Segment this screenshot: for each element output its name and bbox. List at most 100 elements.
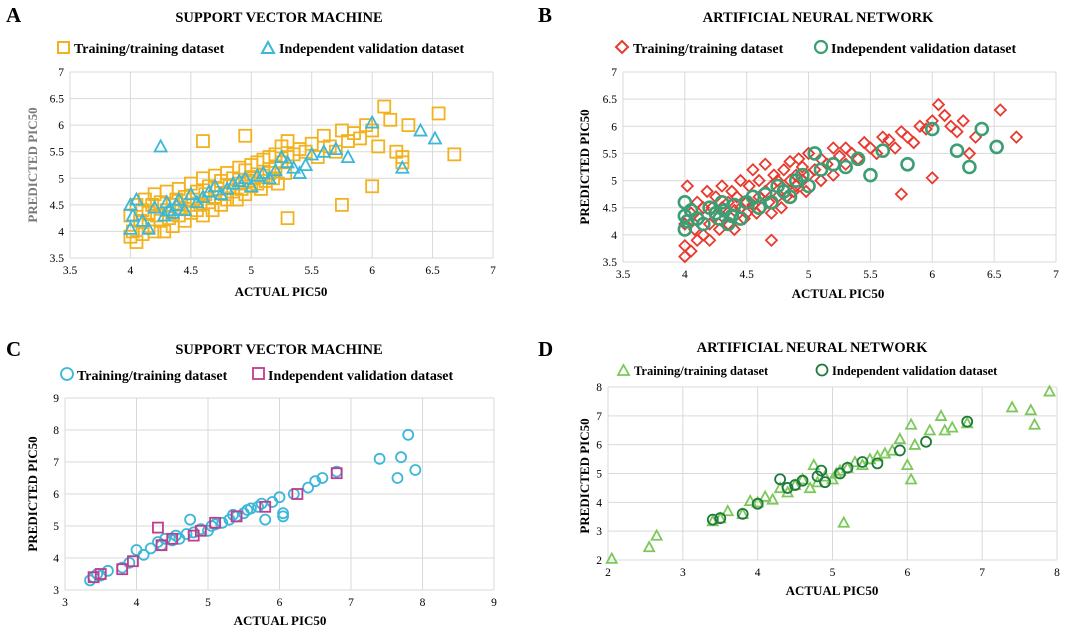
data-point <box>280 134 295 148</box>
y-tick-label: 4 <box>611 230 617 242</box>
legend: Training/training dataset Independent va… <box>614 39 1016 57</box>
data-point <box>273 149 290 164</box>
y-axis-label: PREDICTED PIC50 <box>577 418 592 533</box>
data-point <box>796 474 809 487</box>
chart-d: D ARTIFICIAL NEURAL NETWORK Training/tra… <box>538 337 1060 598</box>
data-point <box>751 497 764 510</box>
legend-label-training: Training/training dataset <box>633 42 784 57</box>
data-point <box>377 99 392 114</box>
y-tick-label: 3 <box>596 526 602 538</box>
data-point <box>730 190 744 204</box>
panel-letter-c: C <box>6 337 21 361</box>
y-tick-label: 5.5 <box>603 148 618 160</box>
data-point <box>962 159 977 175</box>
y-tick-label: 4.5 <box>50 200 65 212</box>
data-point <box>962 146 977 161</box>
data-point <box>371 139 386 154</box>
data-point <box>94 568 107 580</box>
data-point <box>605 551 619 564</box>
series-validation <box>87 467 343 584</box>
data-point <box>758 489 772 502</box>
data-point <box>427 130 443 145</box>
data-point <box>813 162 829 178</box>
data-point <box>316 143 332 158</box>
data-point <box>291 488 304 500</box>
data-point <box>856 456 869 468</box>
data-point <box>84 574 96 587</box>
data-point <box>904 472 918 485</box>
data-point <box>974 121 990 137</box>
x-tick-label: 5 <box>806 269 812 281</box>
chart-c: C SUPPORT VECTOR MACHINE Training/traini… <box>6 337 497 628</box>
legend-marker-validation <box>260 39 276 54</box>
data-point <box>869 146 884 161</box>
legend-label-training: Training/training dataset <box>74 42 225 57</box>
data-point <box>893 432 907 445</box>
x-tick-label: 4 <box>128 265 134 277</box>
data-point <box>751 495 765 508</box>
data-point <box>721 504 735 517</box>
panel-letter-d: D <box>538 337 553 361</box>
legend-label-validation: Independent validation dataset <box>279 42 464 57</box>
data-point <box>857 135 872 150</box>
data-point <box>807 146 823 161</box>
data-point <box>128 191 144 206</box>
legend: Training/training dataset Independent va… <box>57 39 464 57</box>
panel-d: D ARTIFICIAL NEURAL NETWORK Training/tra… <box>532 330 1065 631</box>
data-point <box>751 200 767 216</box>
data-point <box>373 452 386 465</box>
data-point <box>875 143 891 159</box>
data-point <box>145 197 160 212</box>
data-point <box>650 528 664 541</box>
data-point <box>316 472 329 484</box>
data-point <box>908 437 922 450</box>
x-tick-label: 5.5 <box>863 269 878 281</box>
data-point <box>259 500 272 513</box>
data-point <box>364 114 380 129</box>
data-point <box>409 464 422 476</box>
data-point <box>184 513 197 526</box>
x-axis-label: ACTUAL PIC50 <box>792 286 885 301</box>
legend-label-training: Training/training dataset <box>634 364 769 378</box>
y-tick-label: 3 <box>53 585 59 597</box>
x-tick-label: 3.5 <box>616 269 631 281</box>
data-point <box>871 457 884 470</box>
y-tick-label: 7 <box>58 67 64 79</box>
data-point <box>949 143 965 159</box>
y-axis-label: PREDICTED PIC50 <box>577 109 592 224</box>
data-point <box>677 222 693 237</box>
data-point <box>183 186 199 201</box>
data-point <box>770 173 785 188</box>
data-point <box>383 112 398 127</box>
x-tick-label: 6 <box>369 265 375 277</box>
data-point <box>956 114 970 128</box>
data-point <box>395 451 407 464</box>
data-point <box>888 141 902 155</box>
x-axis-label: ACTUAL PIC50 <box>235 284 328 299</box>
data-point <box>155 539 168 552</box>
y-tick-label: 6 <box>53 489 59 501</box>
chart-title: SUPPORT VECTOR MACHINE <box>175 342 382 358</box>
data-point <box>752 173 766 188</box>
data-point <box>989 139 1004 155</box>
data-point <box>365 179 380 194</box>
data-point <box>841 461 854 474</box>
x-tick-label: 5 <box>830 567 836 579</box>
y-tick-label: 5 <box>53 521 59 533</box>
data-point <box>180 528 193 540</box>
data-point <box>1009 130 1024 144</box>
data-point <box>923 423 937 436</box>
x-tick-label: 8 <box>420 597 426 609</box>
data-point <box>906 135 921 150</box>
y-tick-label: 4 <box>596 497 602 509</box>
data-point <box>811 470 824 483</box>
data-point <box>777 162 791 177</box>
data-point <box>169 529 182 542</box>
x-tick-label: 6 <box>904 567 910 579</box>
data-point <box>280 211 295 226</box>
data-point <box>122 220 138 235</box>
x-tick-label: 4.5 <box>740 269 755 281</box>
data-point <box>244 502 257 515</box>
data-point <box>795 167 810 183</box>
data-point <box>919 122 933 136</box>
